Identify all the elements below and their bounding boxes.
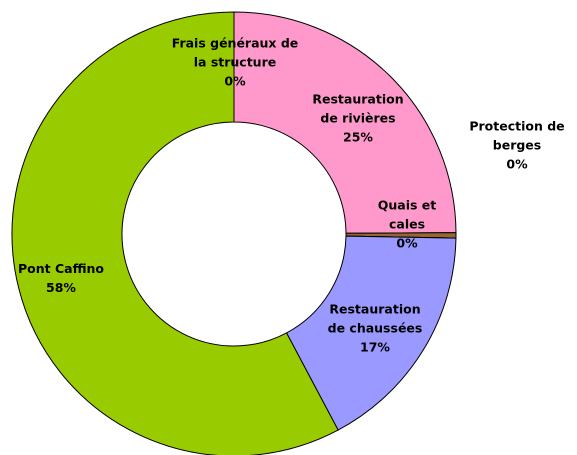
slice-name: Quais et cales [377, 197, 437, 232]
slice-label: Quais et cales 0% [362, 196, 452, 253]
slice-label: Restauration de rivières 25% [303, 90, 413, 147]
slice-value: 58% [46, 280, 76, 295]
donut-slice [285, 235, 457, 431]
slice-value: 0% [506, 156, 528, 172]
slice-name: Frais généraux de la structure [171, 35, 299, 70]
slice-name: Restauration de rivières [312, 91, 404, 126]
slice-name: Protection de berges [469, 118, 565, 153]
slice-label: Protection de berges 0% [462, 117, 572, 174]
slice-label: Pont Caffino 58% [6, 259, 116, 297]
slice-label: Restauration de chaussées 17% [320, 300, 430, 357]
slice-value: 17% [360, 339, 390, 355]
donut-slice [233, 11, 457, 234]
slice-name: Pont Caffino [17, 261, 104, 276]
slice-value: 0% [396, 235, 418, 251]
slice-value: 0% [224, 73, 246, 89]
slice-name: Restauration de chaussées [327, 301, 423, 336]
slice-value: 25% [343, 129, 373, 145]
donut-slice [11, 11, 339, 455]
slice-label: Frais généraux de la structure 0% [170, 34, 300, 91]
